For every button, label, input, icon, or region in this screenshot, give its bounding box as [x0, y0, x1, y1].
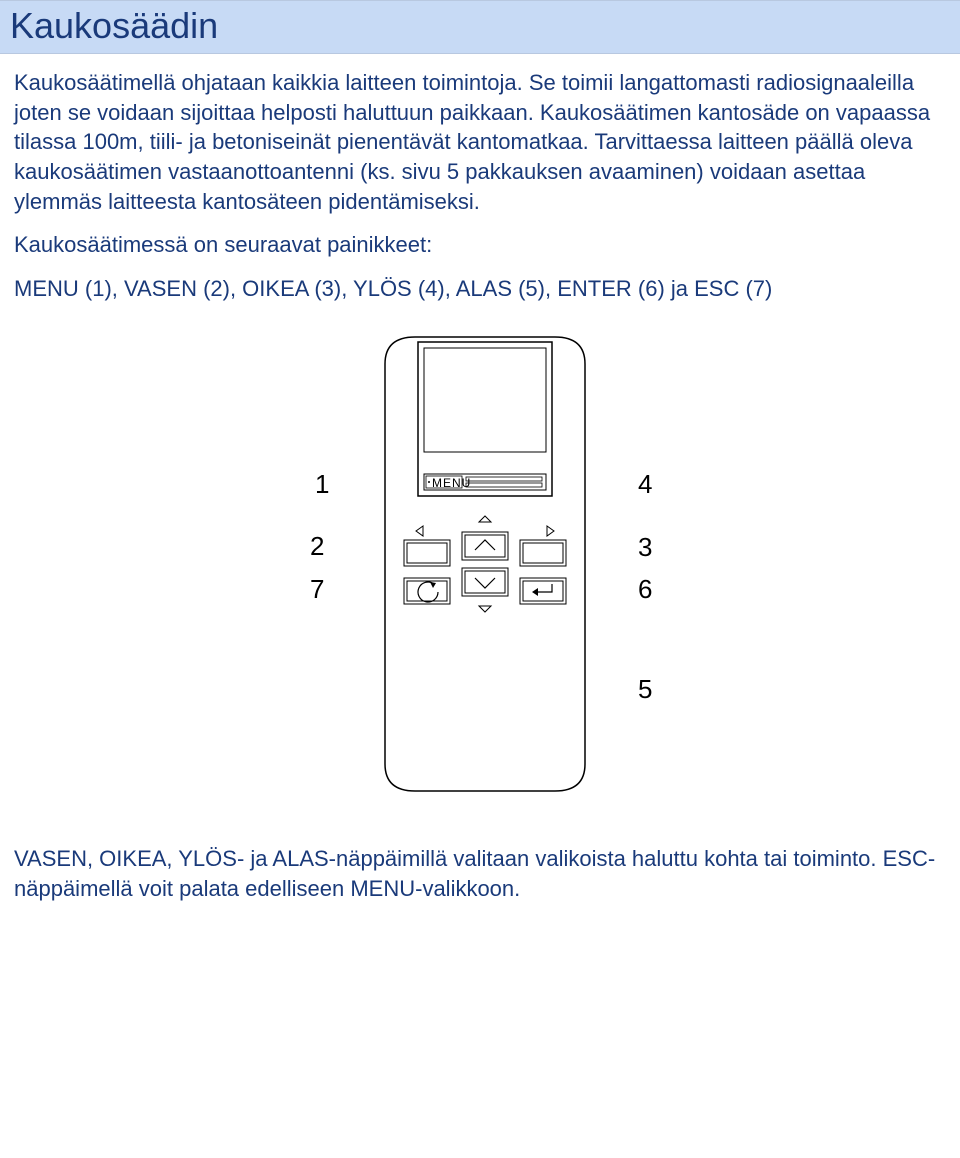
- page-title: Kaukosäädin: [0, 0, 960, 54]
- paragraph-intro: Kaukosäätimellä ohjataan kaikkia laittee…: [14, 68, 942, 216]
- remote-menu-label: MENU: [432, 476, 471, 490]
- callout-3: 3: [638, 532, 652, 563]
- paragraph-buttons-list: MENU (1), VASEN (2), OIKEA (3), YLÖS (4)…: [14, 274, 942, 304]
- callout-7: 7: [310, 574, 324, 605]
- callout-1: 1: [315, 469, 329, 500]
- remote-diagram: 1 4 2 3 7 6 5: [0, 334, 960, 804]
- footer-paragraph: VASEN, OIKEA, YLÖS- ja ALAS-näppäimillä …: [0, 844, 960, 903]
- callout-4: 4: [638, 469, 652, 500]
- paragraph-buttons-lead: Kaukosäätimessä on seuraavat painikkeet:: [14, 230, 942, 260]
- callout-2: 2: [310, 531, 324, 562]
- callout-6: 6: [638, 574, 652, 605]
- remote-svg: [380, 334, 590, 794]
- paragraph-footer: VASEN, OIKEA, YLÖS- ja ALAS-näppäimillä …: [14, 844, 942, 903]
- intro-block: Kaukosäätimellä ohjataan kaikkia laittee…: [0, 54, 960, 304]
- callout-5: 5: [638, 674, 652, 705]
